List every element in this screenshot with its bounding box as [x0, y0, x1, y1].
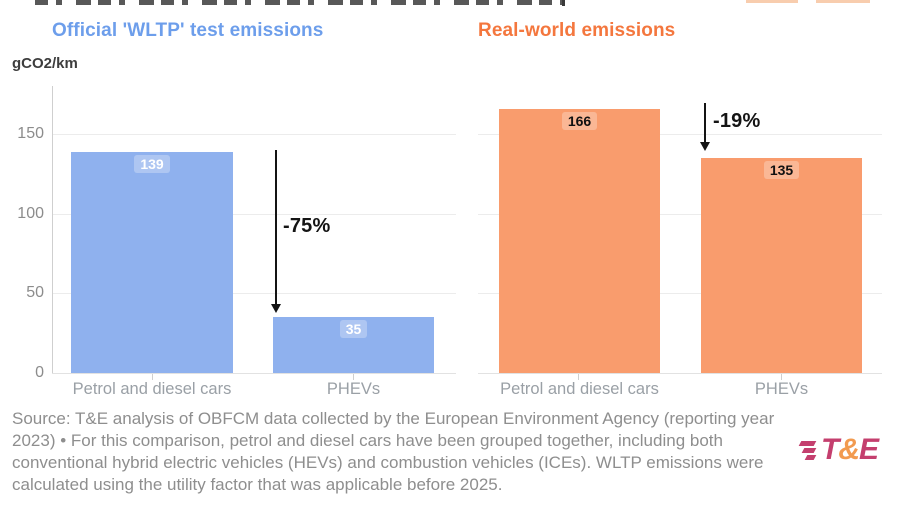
- gridline-100: [52, 214, 456, 215]
- bar-value-label: 35: [273, 320, 434, 339]
- x-tick: [781, 374, 782, 380]
- tande-logo: T&E: [795, 433, 887, 471]
- bar-wltp-petrol-diesel: 139: [71, 151, 233, 373]
- y-tick-150: 150: [17, 125, 44, 142]
- y-tick-0: 0: [35, 364, 44, 381]
- gridline-50: [52, 293, 456, 294]
- bar-realworld-petrol-diesel: 166: [499, 108, 660, 373]
- category-label-phevs: PHEVs: [326, 380, 381, 398]
- bar-value-label: 166: [499, 111, 660, 130]
- x-tick: [578, 374, 579, 380]
- gridline-150: [478, 134, 882, 135]
- tande-logo-stripes-icon: [795, 441, 817, 465]
- cropped-title-fragment: [562, 0, 565, 6]
- tande-logo-text: T&E: [821, 433, 879, 466]
- decrease-arrow-line: [704, 103, 706, 143]
- decrease-annotation: -75%: [283, 215, 331, 237]
- gridline-100: [478, 214, 882, 215]
- bar-realworld-phevs: 135: [701, 157, 862, 373]
- decrease-annotation: -19%: [713, 110, 761, 132]
- x-axis-baseline: [52, 373, 456, 374]
- decrease-arrow-head: [700, 142, 710, 151]
- x-tick: [353, 374, 354, 380]
- gridline-150: [52, 134, 456, 135]
- bar-value-label: 135: [701, 160, 862, 179]
- decrease-arrow-line: [275, 150, 277, 305]
- decrease-arrow-head: [271, 304, 281, 313]
- y-axis-line: [52, 86, 53, 373]
- bar-value-label: 139: [71, 154, 233, 173]
- y-tick-100: 100: [17, 205, 44, 222]
- gridline-50: [478, 293, 882, 294]
- left-chart-title: Official 'WLTP' test emissions: [52, 20, 324, 41]
- right-chart-title: Real-world emissions: [478, 20, 676, 41]
- x-tick: [152, 374, 153, 380]
- category-label-petrol-diesel: Petrol and diesel cars: [500, 380, 659, 398]
- source-note: Source: T&E analysis of OBFCM data colle…: [12, 409, 775, 494]
- y-tick-50: 50: [26, 284, 44, 301]
- bar-wltp-phevs: 35: [273, 317, 434, 373]
- x-axis-baseline: [478, 373, 882, 374]
- cropped-title-fragment: [35, 0, 563, 5]
- category-label-petrol-diesel: Petrol and diesel cars: [72, 380, 232, 398]
- category-label-phevs: PHEVs: [754, 380, 809, 398]
- cropped-legend-fragment: [816, 0, 870, 3]
- y-axis-unit-label: gCO2/km: [12, 55, 78, 72]
- cropped-legend-fragment: [746, 0, 798, 3]
